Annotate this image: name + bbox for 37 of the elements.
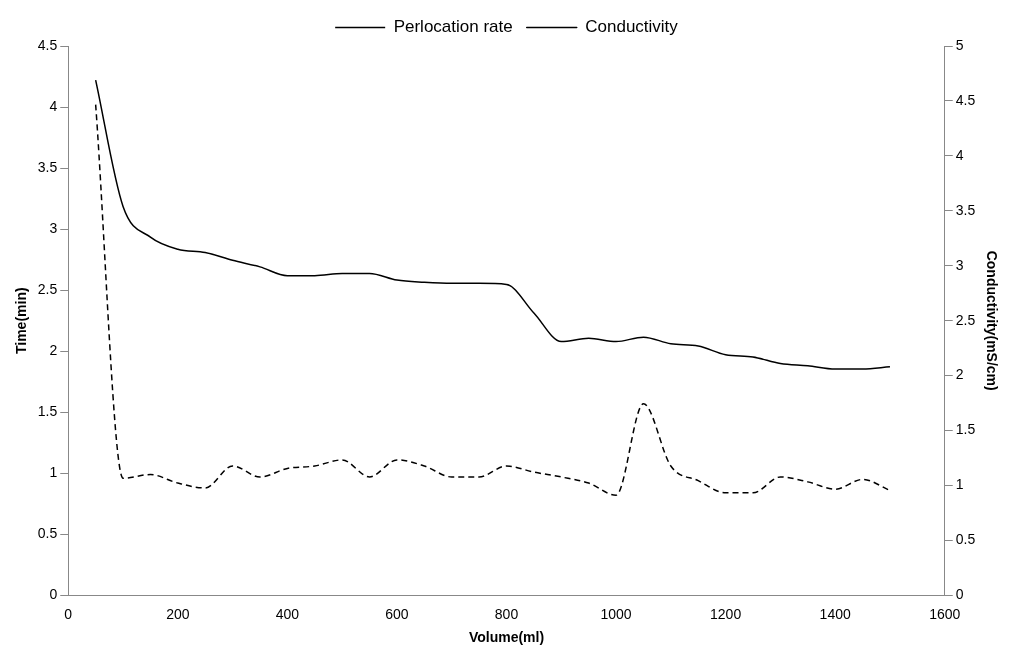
y2-tick-label: 4 [955, 146, 964, 163]
y2-tick-label: 0.5 [955, 531, 976, 548]
y2-tick-label: 4.5 [955, 91, 976, 108]
y-tick-label: 2 [49, 342, 58, 359]
y-tick-label: 0.5 [37, 525, 58, 542]
y2-tick-label: 1.5 [955, 421, 976, 438]
x-axis-title: Volume(ml) [468, 629, 545, 646]
y2-axis-title: Conductivity(mS/cm) [983, 250, 1000, 391]
x-tick-label: 1000 [600, 605, 632, 622]
line-series [94, 103, 891, 497]
y-tick-label: 4 [49, 97, 58, 114]
x-tick-label: 1600 [929, 605, 961, 622]
y-tick-label: 3 [49, 219, 58, 236]
x-tick-label: 800 [494, 605, 519, 622]
x-tick-label: 200 [166, 605, 190, 622]
y2-tick-label: 3 [955, 256, 964, 273]
y2-tick-label: 2 [955, 366, 964, 383]
x-tick-label: 1200 [710, 605, 742, 622]
x-tick-label: 400 [275, 605, 300, 622]
legend-label: Conductivity [585, 17, 679, 37]
y2-tick-label: 1 [955, 476, 964, 493]
y-tick-label: 1.5 [37, 403, 58, 420]
y-tick-label: 0 [49, 586, 58, 603]
y-axis-title: Time(min) [13, 287, 30, 355]
y-tick-label: 1 [49, 464, 58, 481]
line-series [94, 79, 891, 370]
y2-tick-label: 5 [955, 36, 964, 53]
y-tick-label: 2.5 [37, 281, 58, 298]
y-tick-label: 4.5 [37, 36, 58, 53]
x-tick-label: 1400 [819, 605, 851, 622]
x-tick-label: 600 [385, 605, 409, 622]
y-tick-label: 3.5 [37, 158, 58, 175]
y2-tick-label: 2.5 [955, 311, 976, 328]
legend-label: Perlocation rate [393, 17, 513, 37]
y2-tick-label: 3.5 [955, 201, 976, 218]
x-tick-label: 0 [64, 605, 73, 622]
y2-tick-label: 0 [955, 586, 964, 603]
